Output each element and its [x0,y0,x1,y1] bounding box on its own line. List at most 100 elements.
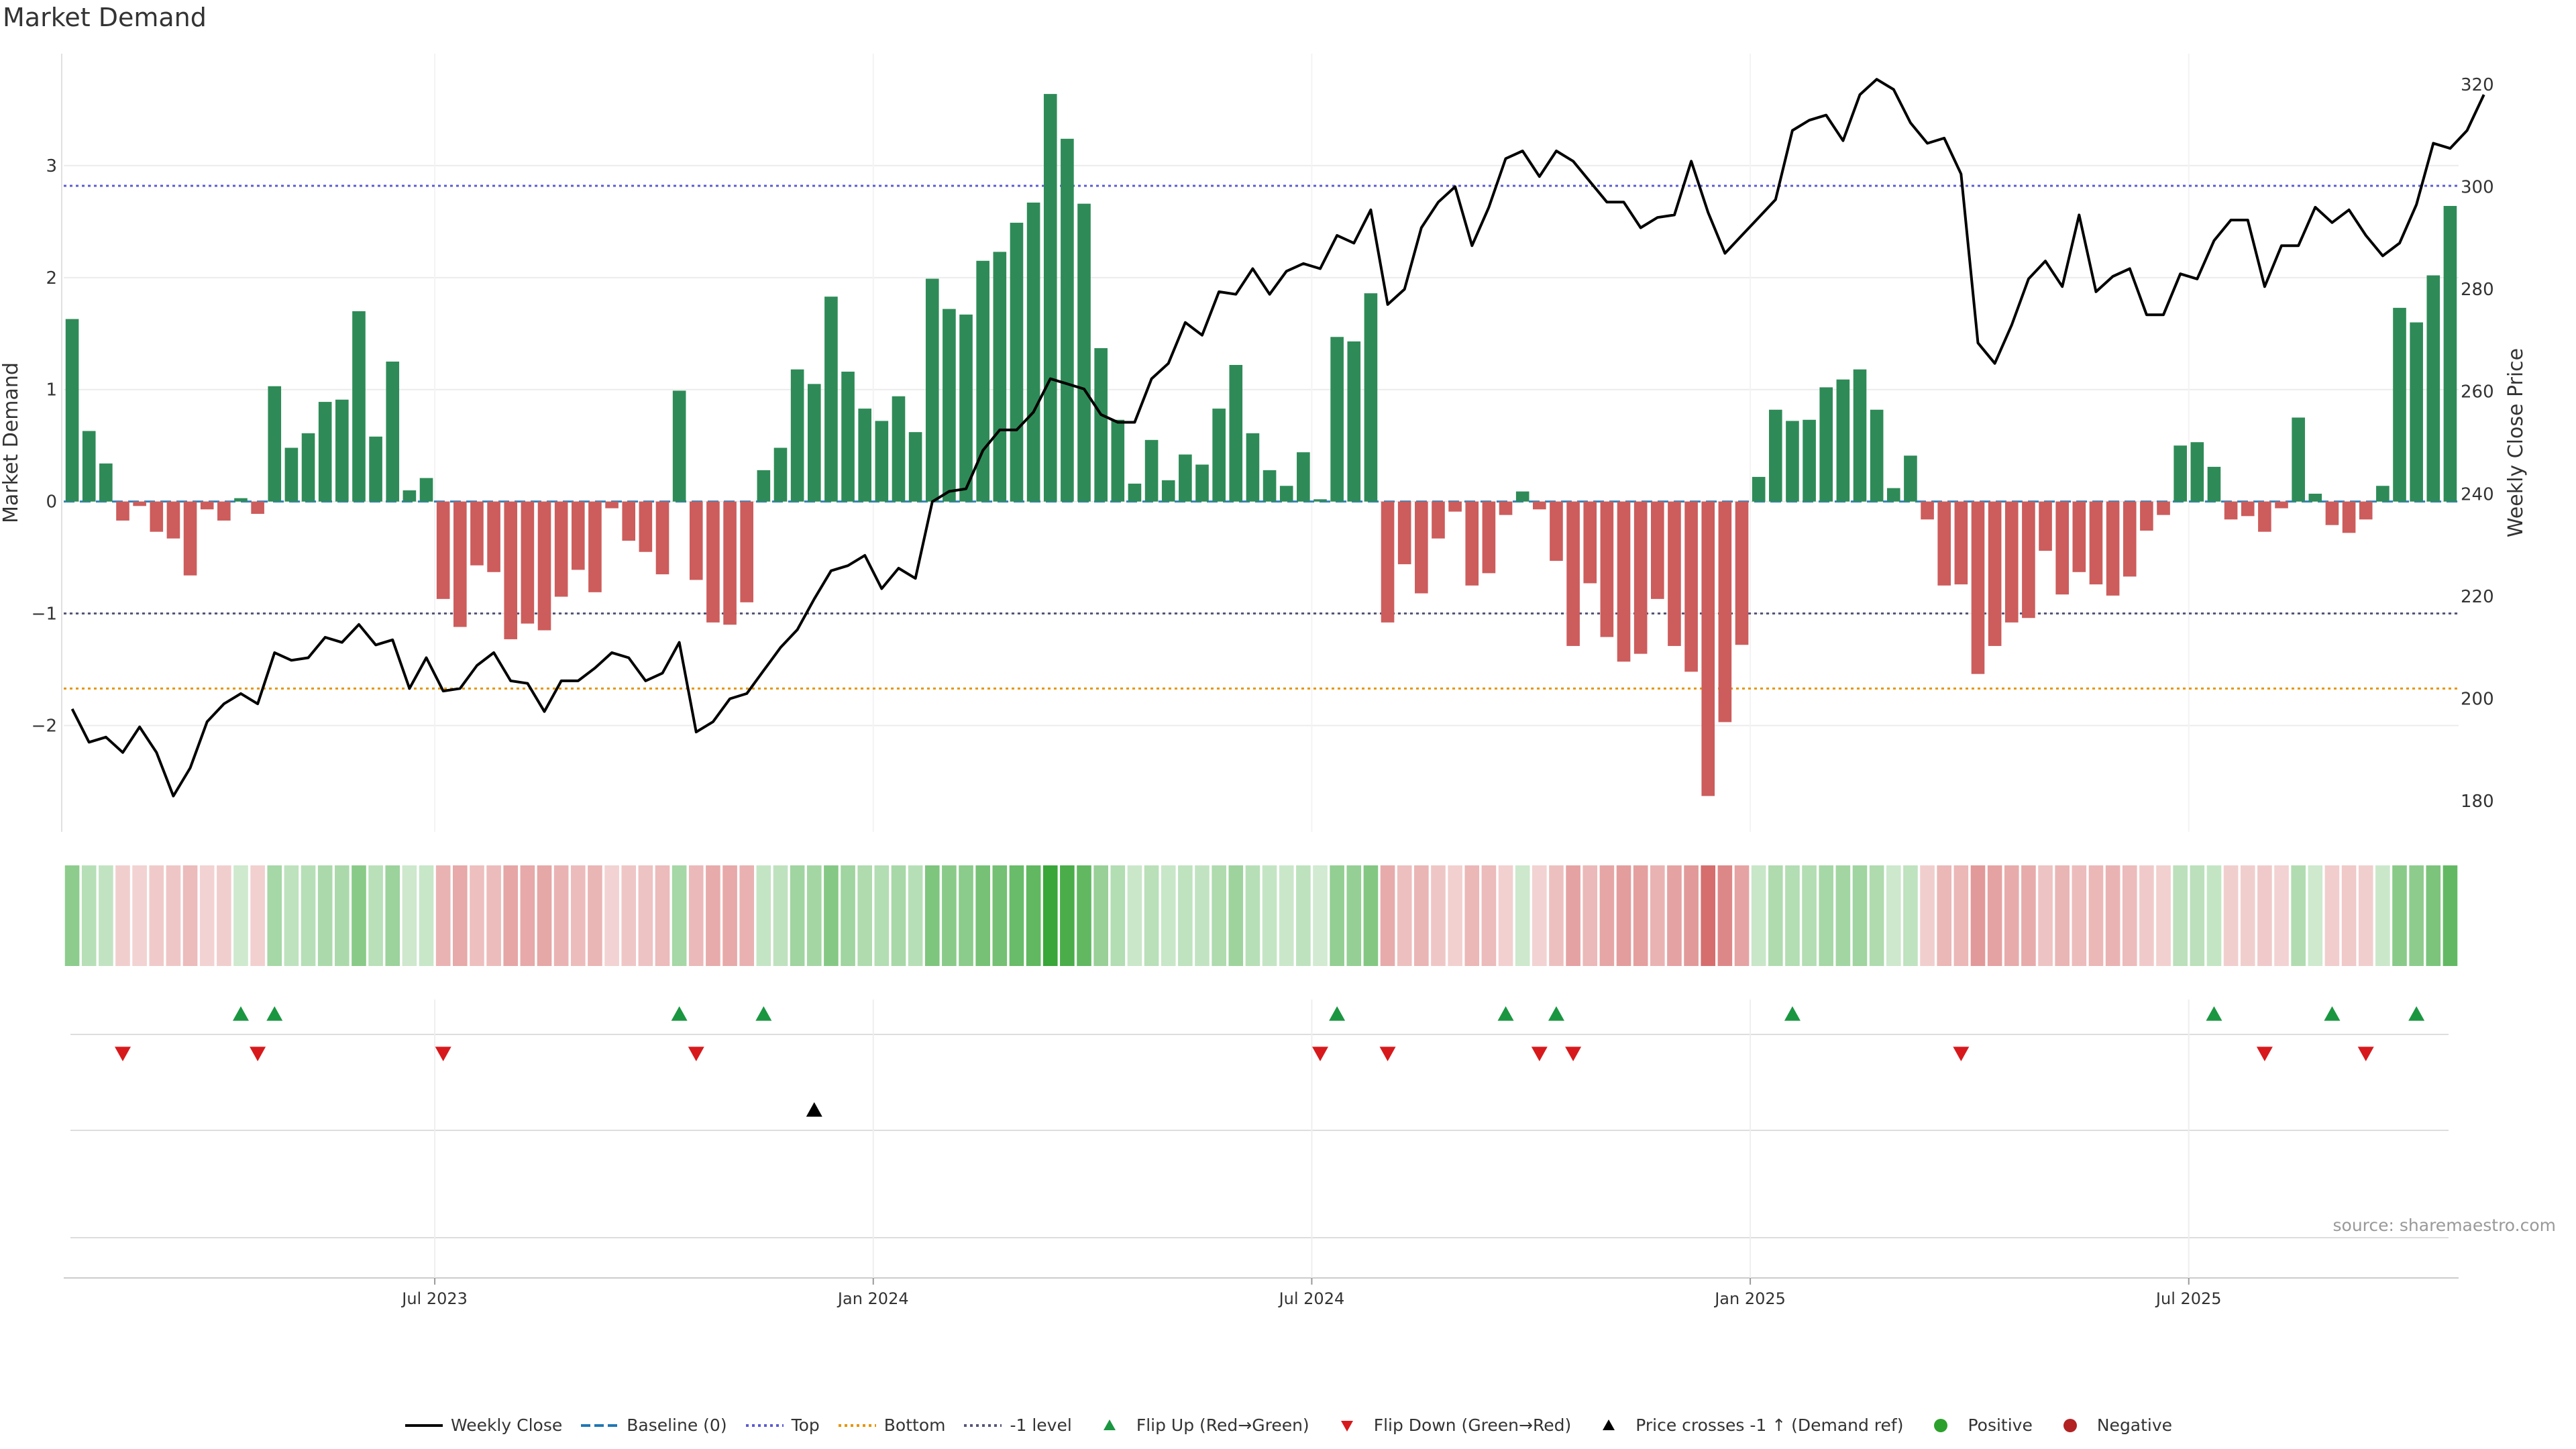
demand-bar [2258,501,2271,532]
dotted-line-icon [837,1417,877,1434]
demand-bar [841,372,855,502]
heat-cell [1835,865,1851,966]
heat-cell [301,865,316,966]
demand-bar [1886,488,1900,502]
demand-bar [251,501,264,514]
y2-tick-label: 180 [2461,792,2494,812]
heat-cell [2291,865,2306,966]
demand-bar [1786,421,1799,502]
heat-cell [2392,865,2407,966]
heat-cell [588,865,602,966]
weekly-close-line [70,78,2485,798]
heat-cell [1313,865,1328,966]
legend-item: Positive [1921,1415,2033,1435]
x-tick-label: Jul 2025 [2155,1289,2222,1308]
demand-bar [1432,501,1445,539]
y2-tick-label: 300 [2461,177,2494,197]
legend-item: Flip Up (Red→Green) [1089,1415,1309,1435]
heat-cell [706,865,720,966]
legend-item: Bottom [837,1415,945,1435]
flip-down-marker [1311,1046,1328,1061]
heat-cell [1869,865,1884,966]
demand-bar [1937,501,1951,586]
heat-cell [621,865,637,966]
demand-bar [369,436,382,502]
heat-cell [959,865,973,966]
demand-bar [1448,501,1462,512]
legend-item: Flip Down (Green→Red) [1327,1415,1572,1435]
heat-cell [1751,865,1766,966]
heat-cell [166,865,181,966]
demand-bar [2190,442,2204,502]
heat-cell [2156,865,2171,966]
heat-cell [2341,865,2357,966]
demand-bar [1364,293,1378,502]
heat-cell [975,865,990,966]
heat-cell [64,865,80,966]
legend-label: Flip Down (Green→Red) [1373,1415,1572,1435]
demand-bar [943,309,956,502]
legend-label: Flip Up (Red→Green) [1136,1415,1309,1435]
heat-cell [1953,865,1969,966]
demand-bar [1971,501,1985,674]
y2-tick-label: 260 [2461,382,2494,402]
heat-cell [1431,865,1446,966]
heat-cell [149,865,164,966]
legend-item: Weekly Close [404,1415,562,1435]
flip-up-marker [232,1006,249,1021]
heat-cell [2308,865,2323,966]
heat-cell [857,865,873,966]
demand-bar [1701,501,1715,796]
demand-bar [2325,501,2339,525]
demand-bar [504,501,518,639]
demand-bar [1094,347,1108,502]
demand-bar [1381,501,1395,623]
heat-cell [2375,865,2390,966]
demand-bar [2275,501,2288,508]
demand-bar [1061,138,1074,502]
heat-cell [2055,865,2070,966]
heat-cell [2409,865,2424,966]
demand-bar [588,501,602,592]
heat-cell [2443,865,2458,966]
heat-cell [1903,865,1918,966]
flip-up-marker [1329,1006,1346,1021]
heat-cell [1144,865,1159,966]
heat-cell [1717,865,1733,966]
chart-title: Market Demand [3,3,207,32]
heat-cell [1582,865,1598,966]
heat-cell [790,865,805,966]
heat-cell [1734,865,1750,966]
heat-cell [2139,865,2154,966]
demand-bar [1263,470,1277,502]
y2-tick-label: 280 [2461,280,2494,300]
flip-up-marker [2408,1006,2425,1021]
heat-cell [402,865,417,966]
demand-bar [858,409,871,502]
gridlines [64,54,2459,832]
demand-bar [116,501,129,521]
demand-bar [318,402,332,502]
x-tick-label: Jan 2025 [1713,1289,1786,1308]
demand-bar [1026,202,1040,502]
demand-bar [1128,483,1142,502]
y-axis-label: Market Demand [0,362,23,523]
heat-cell [115,865,130,966]
demand-bar [1718,501,1732,722]
demand-bar [2393,307,2406,502]
heat-cell [1684,865,1699,966]
demand-bar [2039,501,2052,551]
demand-bar [1043,94,1057,502]
x-tick-label: Jan 2024 [837,1289,909,1308]
x-tick-label: Jul 2023 [400,1289,468,1308]
legend-label: Price crosses -1 ↑ (Demand ref) [1635,1415,1904,1435]
y-tick-label: 1 [46,380,57,400]
demand-bars [65,94,2457,796]
heat-cell [1819,865,1834,966]
triangle-up-icon [1589,1417,1629,1434]
flip-down-marker [688,1046,704,1061]
dashed-line-icon [580,1417,620,1434]
heat-cell [2105,865,2121,966]
demand-bar [234,498,248,502]
